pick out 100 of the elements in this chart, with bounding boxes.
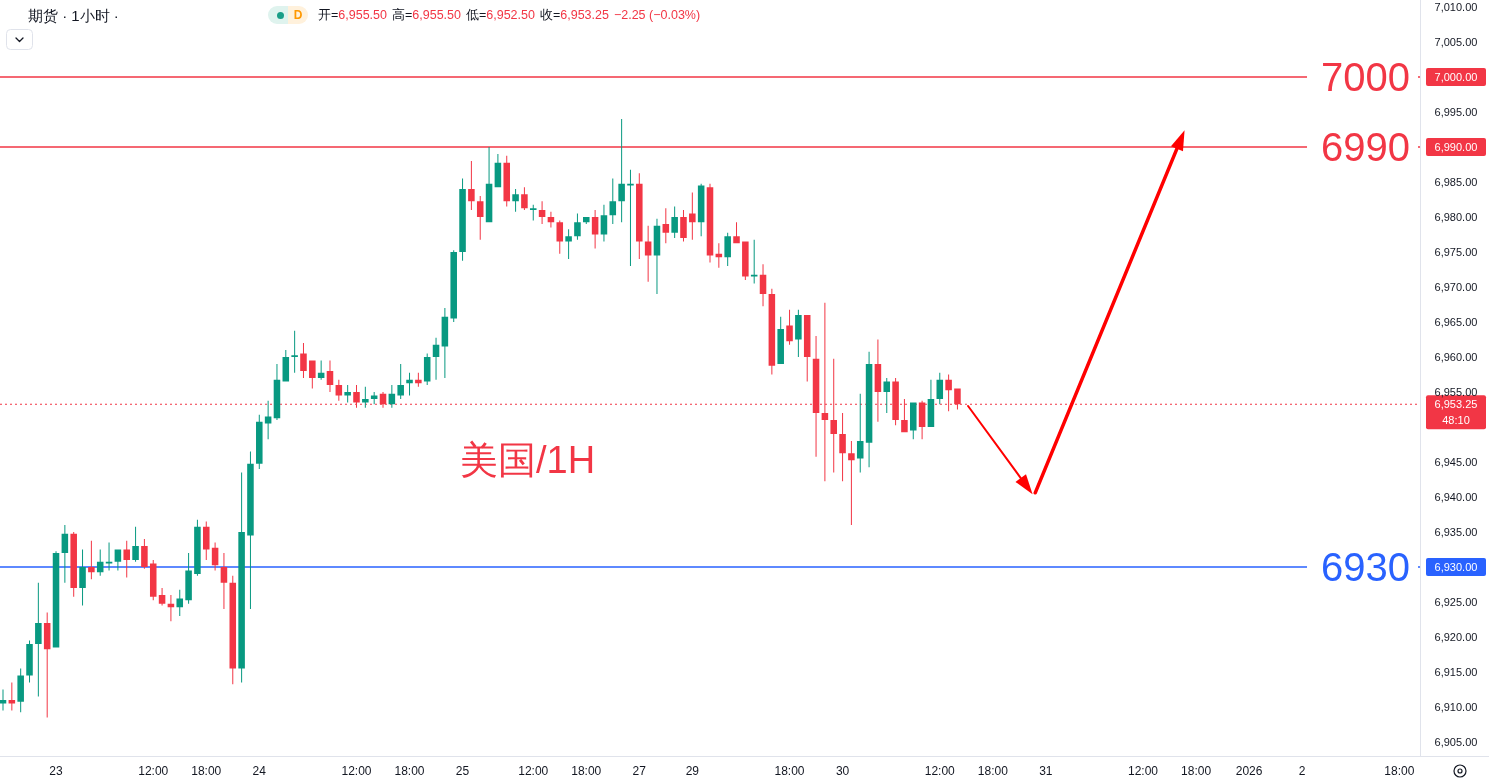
text: 48:10 — [1442, 414, 1470, 427]
candlestick — [123, 540, 130, 578]
candlestick — [680, 210, 687, 242]
annotation: 收= — [539, 8, 561, 22]
candlestick — [521, 187, 528, 210]
x-tick-label: 24 — [252, 764, 267, 778]
candlestick — [141, 539, 148, 569]
candlestick — [238, 472, 245, 683]
x-tick-label: 12:00 — [1128, 764, 1159, 778]
y-tick-label: 6,990.00 — [1434, 141, 1478, 153]
y-tick-label: 6,910.00 — [1434, 701, 1478, 713]
y-tick-label: 6,975.00 — [1434, 246, 1478, 258]
candlestick — [149, 560, 157, 601]
y-tick-label: 6,925.00 — [1434, 596, 1478, 608]
annotation: 6,955.50 — [338, 8, 388, 22]
candlestick — [909, 402, 917, 440]
candlestick — [194, 519, 201, 576]
annotation: 6,952.50 — [486, 8, 535, 22]
candlestick — [300, 343, 307, 378]
x-tick-label: 31 — [1039, 764, 1053, 778]
candlestick — [309, 360, 316, 389]
x-tick-label: 18:00 — [1384, 764, 1415, 778]
x-tick-label: 30 — [835, 764, 850, 778]
y-tick-label: 6,985.00 — [1434, 176, 1478, 188]
x-tick-label: 18:00 — [191, 764, 222, 778]
candlestick — [839, 413, 846, 482]
x-tick-label: 12:00 — [518, 764, 549, 778]
annotation: 开= — [318, 8, 339, 22]
candlestick — [79, 549, 86, 606]
annotation: D — [293, 8, 303, 22]
candlestick — [35, 582, 42, 697]
ref-line-label: 6,953.25 — [1434, 398, 1478, 411]
x-tick-label: 12:00 — [138, 764, 169, 778]
candlestick — [132, 526, 139, 562]
x-tick-label: 18:00 — [571, 764, 602, 778]
ref-line-label: 6930 — [1321, 545, 1410, 589]
annotation: 6,955.50 — [412, 8, 461, 22]
candlestick — [848, 441, 855, 525]
y-tick-label: 6,940.00 — [1434, 491, 1478, 503]
x-tick-label: 25 — [455, 764, 470, 778]
candlestick — [742, 241, 749, 280]
ref-line-label: 7000 — [1321, 55, 1410, 99]
y-tick-label: 6,980.00 — [1434, 211, 1478, 223]
chart-title: 期货 · 1小时 · — [28, 6, 119, 24]
candlestick — [671, 206, 678, 238]
candlestick — [786, 309, 793, 345]
x-tick-label: 18:00 — [394, 764, 425, 778]
candlestick — [512, 189, 519, 212]
candlestick — [256, 414, 263, 469]
x-tick-label: 23 — [49, 764, 64, 778]
x-tick-label: 12:00 — [341, 764, 372, 778]
candlestick — [503, 155, 511, 207]
x-tick-label: 27 — [632, 764, 647, 778]
candlestick — [450, 250, 457, 322]
candlestick — [70, 532, 77, 597]
candlestick — [733, 222, 740, 244]
candlestick — [574, 213, 581, 240]
candlestick — [202, 521, 210, 560]
y-tick-label: 6,935.00 — [1434, 526, 1478, 538]
candlestick — [0, 689, 7, 711]
x-tick-label: 2026 — [1235, 764, 1263, 778]
y-tick-label: 6,915.00 — [1434, 666, 1478, 678]
ref-line-label: 6990 — [1321, 125, 1410, 169]
candlestick — [856, 393, 864, 473]
candlestick — [618, 119, 625, 223]
x-tick-label: 18:00 — [977, 764, 1009, 778]
candlestick — [247, 451, 254, 609]
candlestick — [795, 309, 802, 357]
candlestick — [565, 229, 572, 259]
candlestick — [636, 173, 643, 259]
x-tick-label: 18:00 — [774, 764, 805, 778]
candlestick — [689, 192, 696, 240]
candlestick — [529, 204, 537, 221]
candlestick — [627, 169, 634, 266]
y-tick-label: 6,930.00 — [1434, 561, 1478, 573]
y-tick-label: 6,965.00 — [1434, 316, 1478, 328]
y-tick-label: 6,995.00 — [1434, 106, 1478, 118]
y-tick-label: 7,005.00 — [1434, 36, 1478, 48]
y-tick-label: 6,945.00 — [1434, 456, 1478, 468]
y-tick-label: 7,010.00 — [1434, 1, 1478, 13]
candlestick — [291, 330, 298, 373]
y-tick-label: 6,920.00 — [1434, 631, 1478, 643]
candlestick — [185, 553, 192, 604]
candlestick — [8, 682, 16, 711]
y-tick-label: 6,955.00 — [1434, 386, 1478, 398]
candlestick — [883, 378, 891, 413]
candlestick — [750, 239, 758, 284]
y-tick-label: 7,000.00 — [1434, 71, 1478, 83]
candlestick — [583, 217, 590, 224]
candlestick — [468, 161, 475, 210]
annotation: 美国/1H — [460, 439, 596, 481]
x-tick-label: 12:00 — [924, 764, 956, 778]
annotation: 低= — [465, 8, 487, 22]
x-tick-label: 29 — [685, 764, 700, 778]
candlestick — [556, 220, 564, 254]
y-tick-label: 6,970.00 — [1434, 281, 1478, 293]
candlestick — [105, 542, 113, 571]
x-tick-label: 2 — [1298, 764, 1306, 778]
annotation: 高= — [391, 7, 413, 22]
candlestick — [17, 668, 24, 713]
